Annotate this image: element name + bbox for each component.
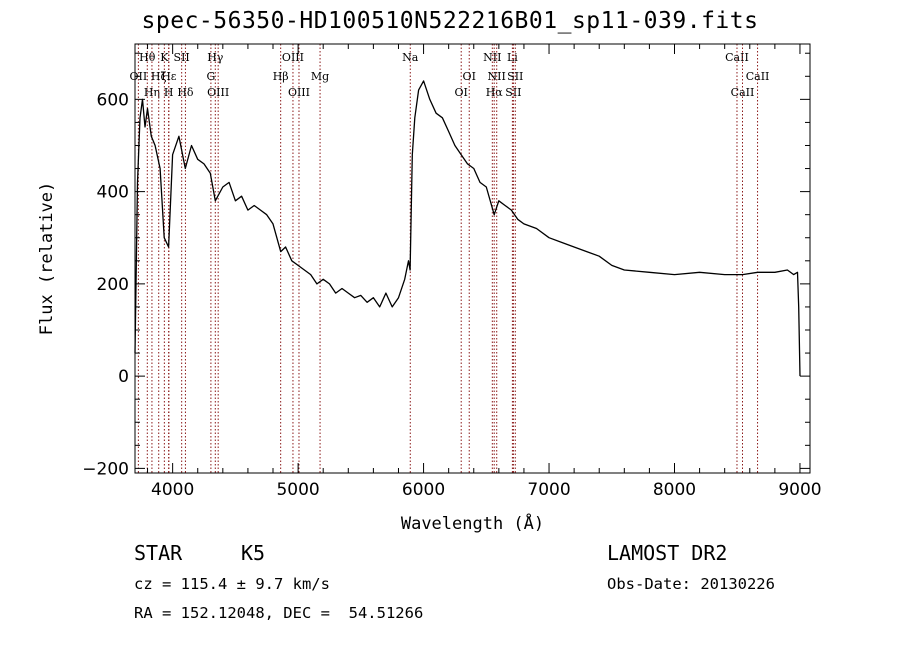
spectral-line-label: G bbox=[207, 70, 216, 83]
y-axis-label: Flux (relative) bbox=[37, 182, 57, 336]
spectral-line-label: Hζ bbox=[151, 70, 167, 83]
y-tick-label: 400 bbox=[97, 183, 129, 203]
plot-frame bbox=[134, 43, 811, 474]
spectral-line-label: Mg bbox=[311, 70, 329, 83]
x-axis-label: Wavelength (Å) bbox=[401, 512, 544, 534]
spectral-line-label: Li bbox=[507, 51, 518, 64]
observation-date: Obs-Date: 20130226 bbox=[607, 575, 775, 593]
x-tick-label: 5000 bbox=[276, 480, 319, 500]
spectral-line-label: Hδ bbox=[177, 86, 194, 99]
x-tick-label: 9000 bbox=[778, 480, 821, 500]
y-tick-label: 0 bbox=[118, 367, 129, 387]
x-tick-label: 8000 bbox=[653, 480, 696, 500]
spectral-line-label: Hε bbox=[161, 70, 177, 83]
spectral-line-label: SII bbox=[174, 51, 190, 64]
spectral-line-label: CaII bbox=[746, 70, 770, 83]
spectral-line-label: NII bbox=[488, 70, 506, 83]
spectral-line-label: CaII bbox=[725, 51, 749, 64]
spectral-line-label: OIII bbox=[207, 86, 229, 99]
spectral-line-label: SII bbox=[505, 86, 521, 99]
spectral-line-label: NII bbox=[483, 51, 501, 64]
survey-name: LAMOST DR2 bbox=[607, 541, 728, 565]
spectral-line-label: Na bbox=[402, 51, 419, 64]
spectrum-line bbox=[134, 80, 801, 377]
sky-coordinates: RA = 152.12048, DEC = 54.51266 bbox=[134, 604, 424, 622]
spectral-line-label: Hη bbox=[144, 86, 160, 99]
x-tick-label: 6000 bbox=[402, 480, 445, 500]
spectral-line-label: SII bbox=[507, 70, 523, 83]
y-tick-label: 200 bbox=[97, 275, 129, 295]
chart-title: spec-56350-HD100510N522216B01_sp11-039.f… bbox=[141, 8, 759, 34]
spectral-line-label: Hα bbox=[486, 86, 504, 99]
spectral-line-label: H bbox=[164, 86, 174, 99]
spectral-line-label: CaII bbox=[731, 86, 755, 99]
spectral-line-label: OI bbox=[463, 70, 476, 83]
redshift-velocity: cz = 115.4 ± 9.7 km/s bbox=[134, 575, 330, 593]
spectral-line-label: Hγ bbox=[207, 51, 224, 64]
spectral-line-label: Hβ bbox=[273, 70, 289, 83]
object-subclass: K5 bbox=[241, 541, 266, 565]
object-class: STAR bbox=[134, 541, 183, 565]
x-tick-label: 4000 bbox=[151, 480, 194, 500]
x-tick-label: 7000 bbox=[527, 480, 570, 500]
spectral-line-label: OIII bbox=[282, 51, 304, 64]
spectral-line-label: OI bbox=[455, 86, 468, 99]
spectral-line-label: OIII bbox=[288, 86, 310, 99]
spectral-line-label: K bbox=[160, 51, 169, 64]
y-tick-label: −200 bbox=[82, 459, 129, 479]
spectral-line-label: Hθ bbox=[139, 51, 156, 64]
y-tick-label: 600 bbox=[97, 90, 129, 110]
